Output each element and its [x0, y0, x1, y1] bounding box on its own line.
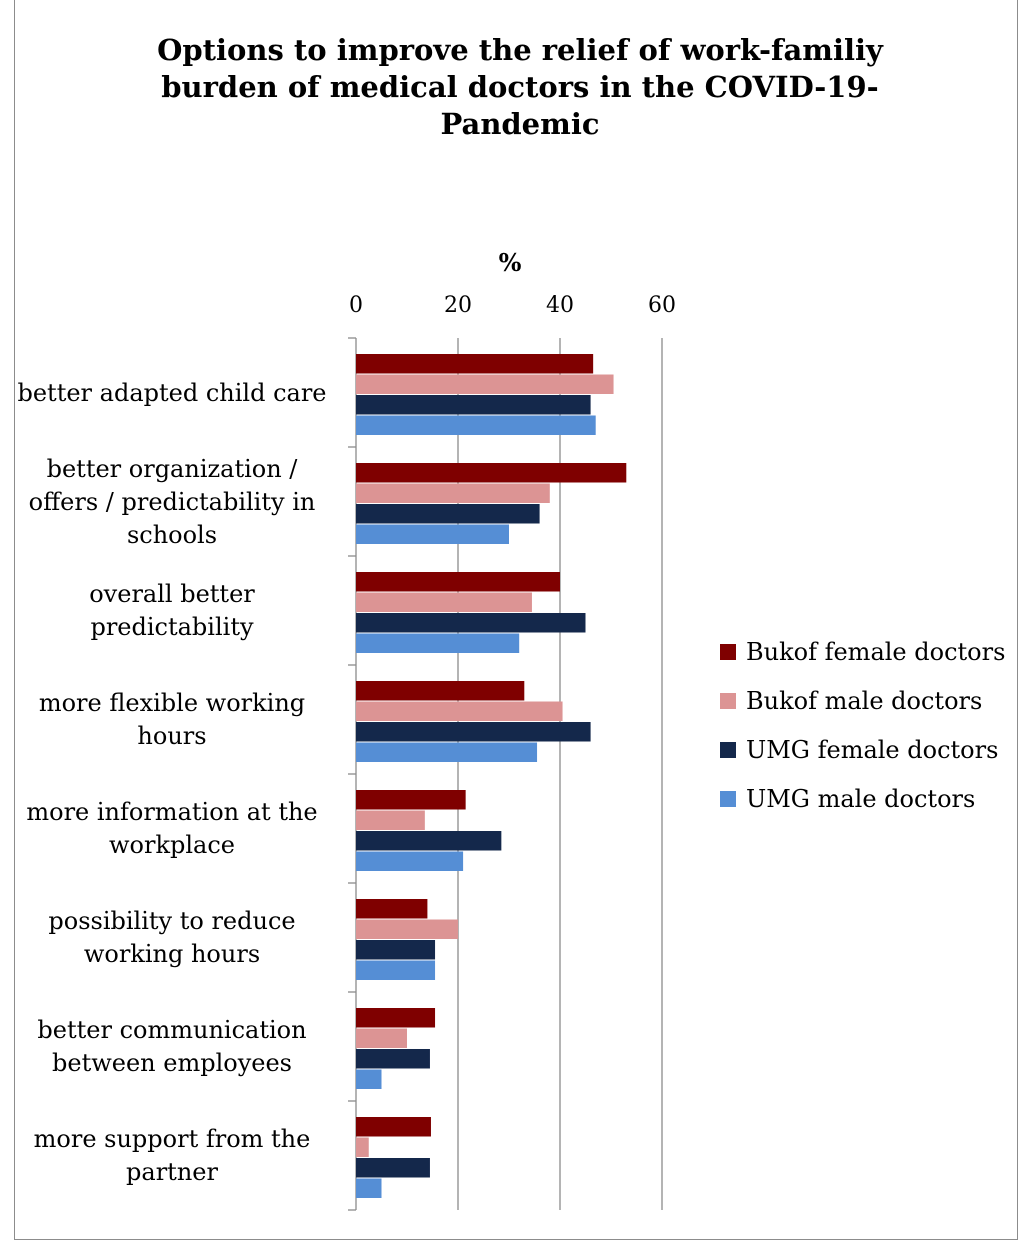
bar-bukof-male-doctors: [356, 701, 563, 721]
bar-bukof-male-doctors: [356, 374, 614, 394]
legend-label: Bukof male doctors: [746, 687, 983, 715]
bar-umg-female-doctors: [356, 1158, 430, 1178]
bar-bukof-female-doctors: [356, 899, 428, 919]
bar-bukof-male-doctors: [356, 1028, 407, 1048]
bar-bukof-female-doctors: [356, 790, 466, 810]
x-axis-unit-label: %: [498, 248, 522, 277]
category-label-line: partner: [126, 1158, 218, 1186]
bar-bukof-male-doctors: [356, 483, 550, 503]
legend-label: Bukof female doctors: [746, 638, 1006, 666]
bar-bukof-male-doctors: [356, 919, 458, 939]
x-tick-label: 40: [546, 293, 574, 318]
bar-umg-male-doctors: [356, 742, 538, 762]
category-label-line: more flexible working: [38, 689, 306, 717]
category-label-line: more support from the: [33, 1125, 311, 1153]
legend-swatch: [720, 742, 736, 758]
category-label-line: schools: [126, 520, 218, 549]
bar-umg-male-doctors: [356, 851, 464, 871]
category-label: more flexible working hours: [12, 687, 332, 753]
bar-umg-female-doctors: [356, 504, 540, 524]
category-label-line: overall better: [89, 580, 255, 608]
bar-umg-female-doctors: [356, 722, 591, 742]
bar-umg-male-doctors: [356, 1069, 382, 1089]
bar-umg-female-doctors: [356, 613, 586, 633]
bar-umg-male-doctors: [356, 633, 520, 653]
legend-label: UMG male doctors: [746, 785, 976, 813]
chart-title: Options to improve the relief of work-fa…: [150, 32, 890, 143]
x-tick-label: 60: [648, 293, 676, 318]
category-label: better organization / offers / predictabi…: [12, 453, 332, 552]
category-label-line: better adapted child care: [17, 378, 327, 407]
category-label-line: possibility to reduce: [48, 907, 296, 935]
x-tick-label: 20: [444, 293, 472, 318]
category-label-line: predictability: [90, 613, 254, 641]
bar-bukof-female-doctors: [356, 681, 525, 701]
bar-umg-female-doctors: [356, 395, 591, 415]
chart-title-line-2: burden of medical doctors in the COVID-1…: [161, 70, 879, 104]
bar-umg-male-doctors: [356, 415, 596, 435]
bar-umg-male-doctors: [356, 1178, 382, 1198]
bar-bukof-female-doctors: [356, 1008, 436, 1028]
chart-title-line-3: Pandemic: [440, 107, 600, 141]
category-label-line: better communication: [37, 1016, 307, 1044]
category-label: more information at the workplace: [12, 796, 332, 862]
legend-swatch: [720, 644, 736, 660]
category-label-line: workplace: [109, 831, 235, 859]
category-label-line: between employees: [52, 1049, 292, 1077]
bar-umg-male-doctors: [356, 524, 509, 544]
bar-umg-female-doctors: [356, 940, 436, 960]
category-label: more support from the partner: [12, 1123, 332, 1189]
category-label: overall better predictability: [12, 578, 332, 644]
category-label-line: more information at the: [26, 798, 318, 826]
bar-umg-female-doctors: [356, 831, 502, 851]
category-label-line: offers / predictability in: [28, 487, 316, 516]
category-label-line: better organization /: [46, 454, 298, 483]
bar-bukof-female-doctors: [356, 1117, 431, 1137]
bar-bukof-male-doctors: [356, 592, 532, 612]
category-label: possibility to reduce working hours: [12, 905, 332, 971]
bar-bukof-female-doctors: [356, 354, 594, 374]
bar-bukof-female-doctors: [356, 572, 560, 592]
x-tick-label: 0: [349, 293, 363, 318]
bar-umg-female-doctors: [356, 1049, 430, 1069]
legend-swatch: [720, 791, 736, 807]
legend-swatch: [720, 693, 736, 709]
bar-bukof-female-doctors: [356, 463, 627, 483]
category-label: better adapted child care: [12, 377, 332, 410]
bar-bukof-male-doctors: [356, 810, 425, 830]
bar-bukof-male-doctors: [356, 1137, 369, 1157]
category-label-line: hours: [137, 722, 207, 750]
legend-label: UMG female doctors: [746, 736, 999, 764]
bar-umg-male-doctors: [356, 960, 436, 980]
chart-title-line-1: Options to improve the relief of work-fa…: [157, 33, 883, 67]
category-label-line: working hours: [83, 940, 261, 968]
category-label: better communication between employees: [12, 1014, 332, 1080]
